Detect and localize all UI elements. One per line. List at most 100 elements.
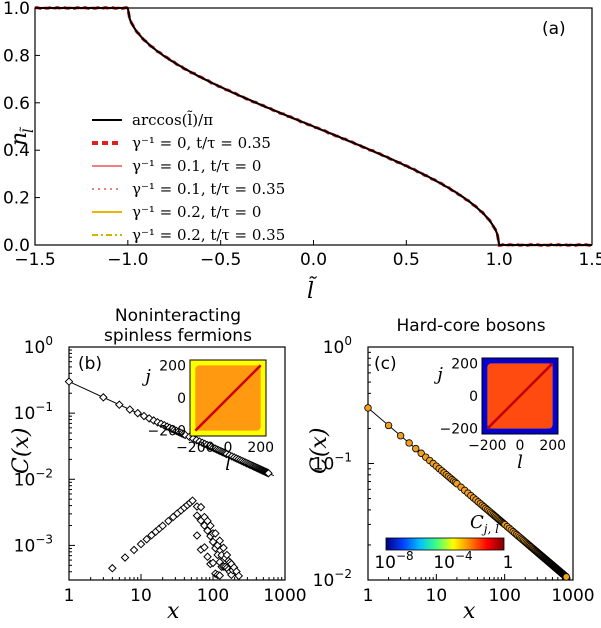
b-data-point bbox=[203, 552, 212, 562]
panel-a-label: (a) bbox=[542, 19, 566, 39]
colorbar-tick-label: 1 bbox=[503, 553, 514, 573]
ytick-label: 100 bbox=[323, 334, 352, 358]
panel-c-xlabel: x bbox=[463, 599, 476, 624]
b-data-point bbox=[158, 521, 167, 531]
xtick-label: 100 bbox=[488, 586, 520, 606]
inset-xtick-label: 0 bbox=[224, 440, 233, 456]
b-data-point bbox=[64, 377, 74, 386]
b-data-point bbox=[188, 496, 197, 505]
inset-diagonal bbox=[486, 362, 554, 430]
inset-ytick-label: −200 bbox=[148, 424, 186, 440]
a-legend-label: γ⁻¹ = 0, t/τ = 0.35 bbox=[132, 134, 271, 152]
panel-b-xlabel: x bbox=[167, 599, 180, 624]
ytick-label: 10−2 bbox=[313, 567, 352, 591]
a-legend-label: arccos(l̃)/π bbox=[132, 111, 213, 129]
inset-xtick-label: 200 bbox=[247, 440, 274, 456]
panel-c-label: (c) bbox=[374, 354, 397, 374]
xtick-label: 10 bbox=[426, 586, 448, 606]
b-data-point bbox=[206, 521, 215, 531]
inset-frame bbox=[189, 359, 267, 437]
svg-text:l̃: l̃ bbox=[19, 127, 37, 133]
panel-a-xlabel: l̃ bbox=[307, 277, 318, 304]
b-data-point bbox=[144, 414, 154, 423]
panel-b-inset: −200 0 200 200 0 −200 l j bbox=[141, 358, 274, 475]
colorbar-tick-label: 10−4 bbox=[433, 549, 472, 573]
xtick-label: 100 bbox=[197, 586, 229, 606]
c-data-point bbox=[396, 432, 405, 440]
b-data-point bbox=[164, 516, 173, 526]
b-data-point bbox=[192, 531, 202, 540]
b-data-point bbox=[215, 536, 225, 546]
panel-b-title-line2: spinless fermions bbox=[104, 326, 252, 346]
inset-ylabel: j bbox=[433, 364, 443, 385]
inset-xtick-label: −200 bbox=[176, 440, 214, 456]
c-data-point bbox=[562, 573, 570, 581]
b-data-point bbox=[129, 545, 139, 555]
ytick-label: 10−2 bbox=[14, 466, 53, 490]
b-data-point bbox=[264, 468, 273, 478]
a-legend-label: γ⁻¹ = 0.2, t/τ = 0 bbox=[132, 203, 261, 221]
a-legend-label: γ⁻¹ = 0.1, t/τ = 0.35 bbox=[132, 180, 285, 198]
xtick-label: 1000 bbox=[551, 586, 594, 606]
b-data-point bbox=[196, 502, 206, 512]
inset-xtick-label: 0 bbox=[516, 438, 525, 454]
inset-ytick-label: 0 bbox=[469, 389, 478, 405]
inset-ytick-label: 0 bbox=[177, 391, 186, 407]
a-legend-label: γ⁻¹ = 0.1, t/τ = 0 bbox=[132, 157, 261, 175]
c-data-point bbox=[412, 444, 420, 453]
b-data-point bbox=[208, 537, 218, 547]
panel-b-label: (b) bbox=[78, 354, 102, 374]
inset-frame bbox=[481, 357, 559, 435]
a-xtick-label: −0.5 bbox=[200, 250, 241, 270]
colorbar-tick-label: 10−8 bbox=[374, 549, 413, 573]
a-xtick-label: 1.5 bbox=[578, 250, 601, 270]
b-data-point bbox=[108, 563, 117, 573]
a-ytick-label: 1.0 bbox=[3, 0, 30, 19]
colorbar-label: Cj, l bbox=[470, 512, 499, 536]
a-ytick-label: 0.2 bbox=[3, 189, 30, 209]
b-data-point bbox=[200, 543, 209, 552]
ytick-label: 10−1 bbox=[14, 400, 53, 424]
a-xtick-label: −1.5 bbox=[14, 250, 55, 270]
colorbar-bar bbox=[385, 537, 505, 551]
panel-a-legend: arccos(l̃)/π γ⁻¹ = 0, t/τ = 0.35 γ⁻¹ = 0.1… bbox=[92, 111, 285, 244]
xtick-label: 1 bbox=[363, 586, 374, 606]
ytick-label: 10−3 bbox=[14, 532, 53, 556]
ytick-label: 10−1 bbox=[313, 451, 352, 475]
panel-c-ylabel: C(x) bbox=[307, 428, 332, 474]
panel-c-inset: −200 0 200 200 0 −200 l j bbox=[433, 356, 566, 473]
b-data-point bbox=[136, 539, 146, 549]
c-data-point bbox=[364, 404, 372, 412]
a-legend-label: γ⁻¹ = 0.2, t/τ = 0.35 bbox=[132, 226, 285, 244]
c-data-point bbox=[384, 421, 393, 430]
svg-text:n: n bbox=[7, 132, 32, 146]
inset-xlabel: l bbox=[225, 454, 231, 475]
inset-diagonal bbox=[194, 364, 262, 432]
a-xtick-label: 0.5 bbox=[393, 250, 420, 270]
xtick-label: 1 bbox=[64, 586, 75, 606]
b-data-point bbox=[120, 553, 130, 562]
a-xtick-label: 0.0 bbox=[300, 250, 327, 270]
panel-b-frame bbox=[68, 346, 286, 581]
b-data-point bbox=[115, 400, 124, 410]
inset-ytick-label: 200 bbox=[159, 358, 186, 374]
inset-xtick-label: 200 bbox=[539, 438, 566, 454]
inset-xlabel: l bbox=[517, 452, 523, 473]
panel-a-ylabel: n l̃ bbox=[7, 127, 37, 146]
a-series-line-0 bbox=[35, 7, 592, 246]
a-xtick-label: 1.0 bbox=[486, 250, 513, 270]
b-data-point bbox=[192, 511, 202, 520]
inset-ylabel: j bbox=[141, 366, 151, 387]
panel-b: Noninteracting spinless fermions 1 10 100 1… bbox=[9, 306, 307, 624]
ytick-label: 100 bbox=[24, 334, 53, 358]
b-data-point bbox=[125, 405, 135, 414]
a-ytick-label: 0.0 bbox=[3, 236, 30, 256]
panel-c-title: Hard-core bosons bbox=[396, 316, 545, 336]
a-ytick-label: 0.4 bbox=[3, 141, 30, 161]
inset-ytick-label: 200 bbox=[451, 356, 478, 372]
a-xtick-label: −1.0 bbox=[107, 250, 148, 270]
panel-a: −1.5 −1.0 −0.5 0.0 0.5 1.0 1.5 0.0 0.2 0.4 0.6 0.8 1… bbox=[3, 0, 601, 304]
b-data-point bbox=[234, 571, 244, 581]
